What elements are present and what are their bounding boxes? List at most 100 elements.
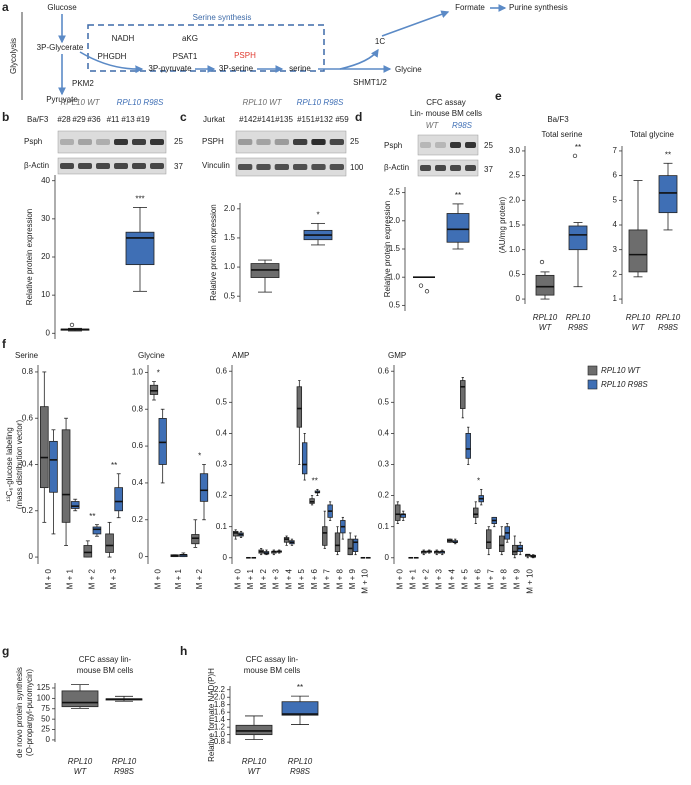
y-tick-label: 0.2 bbox=[378, 491, 390, 500]
arrow bbox=[381, 10, 450, 37]
node: PHGDH bbox=[98, 52, 127, 61]
lane-label: #151 bbox=[297, 115, 315, 124]
x-tick-label: RPL10 bbox=[242, 757, 267, 766]
x-tick-label: M + 1 bbox=[246, 568, 255, 589]
y-tick-label: 2.0 bbox=[389, 216, 401, 225]
legend-swatch bbox=[587, 379, 598, 390]
box bbox=[70, 501, 80, 509]
box bbox=[347, 538, 353, 556]
panel-letter: a bbox=[2, 0, 9, 14]
x-tick-label: M + 8 bbox=[335, 568, 344, 589]
y-tick-label: 1.5 bbox=[389, 244, 401, 253]
x-tick-label: M + 4 bbox=[448, 568, 457, 589]
y-tick-label: 1.5 bbox=[509, 220, 521, 229]
chart-title: CFC assay lin- bbox=[79, 655, 132, 664]
y-tick-label: 0.3 bbox=[216, 460, 228, 469]
y-tick-label: 0.5 bbox=[216, 397, 228, 406]
significance: * bbox=[157, 369, 160, 378]
marker: 37 bbox=[174, 162, 183, 171]
box bbox=[83, 545, 93, 558]
y-tick-label: 0.1 bbox=[378, 522, 390, 531]
chart-title: CFC assay lin- bbox=[246, 655, 299, 664]
band-label: Vinculin bbox=[202, 161, 230, 170]
y-tick-label: 100 bbox=[37, 693, 51, 702]
y-axis-label: ¹³C₆-glucose labeling bbox=[5, 427, 14, 501]
x-tick-label: RPL10 bbox=[566, 313, 591, 322]
x-tick-label: M + 0 bbox=[153, 568, 162, 589]
blot-band bbox=[293, 139, 308, 145]
blot-band bbox=[78, 163, 92, 169]
marker: 25 bbox=[350, 137, 359, 146]
y-axis-label: (O-propargyl-puromycin) bbox=[25, 669, 34, 756]
blot-band bbox=[274, 164, 289, 170]
blot-band bbox=[60, 139, 74, 145]
y-tick-label: 0.5 bbox=[224, 291, 236, 300]
blot-strip bbox=[417, 134, 479, 156]
x-tick-label: M + 0 bbox=[396, 568, 405, 589]
y-tick-label: 6 bbox=[613, 171, 618, 180]
y-tick-label: 2.5 bbox=[509, 171, 521, 180]
y-tick-label: 5 bbox=[613, 195, 618, 204]
blot-band bbox=[150, 139, 164, 145]
node: 3P-serine bbox=[219, 64, 254, 73]
box bbox=[125, 231, 155, 266]
y-tick-label: 125 bbox=[37, 683, 51, 692]
x-tick-label: RPL10 bbox=[288, 757, 313, 766]
x-tick-label: M + 2 bbox=[195, 568, 204, 589]
lane-label: #19 bbox=[136, 115, 150, 124]
y-tick-label: 10 bbox=[41, 290, 50, 299]
y-tick-label: 0.6 bbox=[378, 366, 390, 375]
outlier bbox=[424, 289, 430, 294]
y-tick-label: 1.0 bbox=[224, 262, 236, 271]
panel-letters: a b c d e f g h bbox=[2, 0, 502, 658]
blot-band bbox=[238, 164, 253, 170]
blot-strip bbox=[57, 130, 167, 154]
y-tick-label: 4 bbox=[613, 220, 618, 229]
chart-title: GMP bbox=[388, 351, 406, 360]
lane-label: #28 bbox=[57, 115, 71, 124]
blot-band bbox=[60, 163, 74, 169]
y-tick-label: 1.0 bbox=[509, 245, 521, 254]
y-tick-label: 7 bbox=[613, 146, 618, 155]
x-tick-label: M + 6 bbox=[474, 568, 483, 589]
outlier bbox=[418, 283, 424, 288]
blot-band bbox=[329, 139, 344, 145]
y-tick-label: 2.0 bbox=[509, 195, 521, 204]
x-tick-label: M + 5 bbox=[297, 568, 306, 589]
band-label: PSPH bbox=[202, 137, 224, 146]
y-tick-label: 0.8 bbox=[132, 404, 144, 413]
y-axis-label: (mass distribution vector) bbox=[15, 419, 24, 509]
y-axis-label: Relative protein expression bbox=[383, 201, 392, 298]
x-tick-label: M + 10 bbox=[361, 568, 370, 593]
y-tick-label: 1.0 bbox=[214, 730, 226, 739]
group-label: RPL10 R98S bbox=[117, 98, 164, 107]
y-tick-label: 1.4 bbox=[214, 715, 226, 724]
blot-band bbox=[420, 165, 431, 171]
x-tick-label: WT bbox=[539, 323, 553, 332]
y-tick-label: 0.4 bbox=[22, 460, 34, 469]
node: Purine synthesis bbox=[509, 3, 568, 12]
band-label: Psph bbox=[384, 141, 402, 150]
node: Glucose bbox=[47, 3, 77, 12]
blot-band bbox=[435, 165, 446, 171]
y-tick-label: 30 bbox=[41, 214, 50, 223]
y-tick-label: 1.0 bbox=[389, 272, 401, 281]
lane-label: #142 bbox=[239, 115, 257, 124]
blot-band bbox=[114, 163, 128, 169]
group-label: RPL10 R98S bbox=[297, 98, 344, 107]
title: Lin- mouse BM cells bbox=[410, 109, 482, 118]
y-tick-label: 20 bbox=[41, 252, 50, 261]
y-tick-label: 0.2 bbox=[216, 491, 228, 500]
legend-label: RPL10 WT bbox=[601, 366, 641, 375]
group-label: RPL10 WT bbox=[60, 98, 100, 107]
box bbox=[105, 533, 114, 553]
cell-line: Ba/F3 bbox=[547, 115, 569, 124]
y-axis-label: Relative formate NAD(P)H bbox=[207, 668, 216, 762]
y-tick-label: 0.8 bbox=[214, 737, 226, 746]
y-tick-label: 25 bbox=[41, 725, 50, 734]
box bbox=[486, 529, 492, 549]
panel-letter: e bbox=[495, 89, 502, 103]
node: Glycine bbox=[395, 65, 422, 74]
box bbox=[568, 225, 588, 251]
x-tick-label: M + 1 bbox=[174, 568, 183, 589]
